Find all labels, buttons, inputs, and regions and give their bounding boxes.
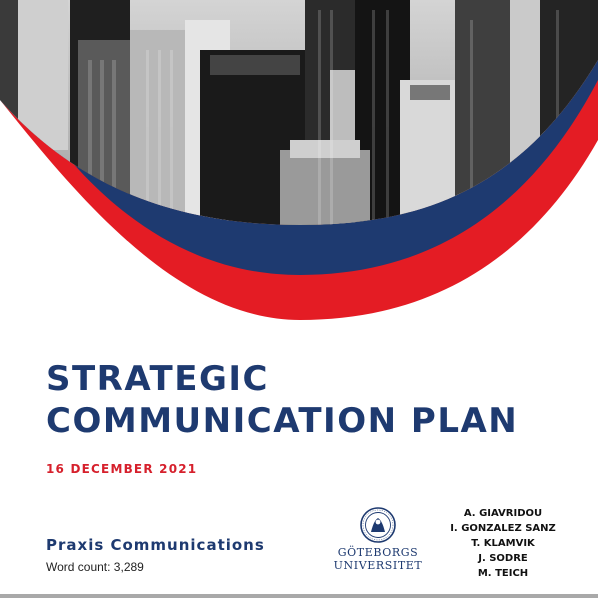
- organization-name: Praxis Communications: [46, 536, 265, 554]
- document-title: STRATEGIC COMMUNICATION PLAN: [46, 358, 518, 442]
- author-item: T. KLAMVIK: [471, 538, 535, 549]
- document-date: 16 DECEMBER 2021: [46, 462, 198, 476]
- author-item: I. GONZALEZ SANZ: [450, 523, 556, 534]
- author-list: A. GIAVRIDOU I. GONZALEZ SANZ T. KLAMVIK…: [446, 506, 560, 581]
- navy-swoosh: [0, 60, 598, 275]
- bottom-strip: [0, 594, 598, 598]
- title-line-1: STRATEGIC: [46, 359, 269, 399]
- word-count: Word count: 3,289: [46, 560, 144, 574]
- university-name-line-2: UNIVERSITET: [333, 559, 423, 572]
- university-logo: GÖTEBORGS UNIVERSITET: [332, 506, 424, 572]
- author-item: J. SODRE: [478, 553, 528, 564]
- university-seal-icon: [360, 507, 396, 543]
- red-swoosh: [0, 60, 598, 320]
- cover-art: [0, 0, 598, 320]
- university-name-line-1: GÖTEBORGS: [337, 546, 419, 559]
- author-item: M. TEICH: [477, 568, 529, 579]
- author-item: A. GIAVRIDOU: [463, 508, 543, 519]
- title-line-2: COMMUNICATION PLAN: [46, 401, 519, 441]
